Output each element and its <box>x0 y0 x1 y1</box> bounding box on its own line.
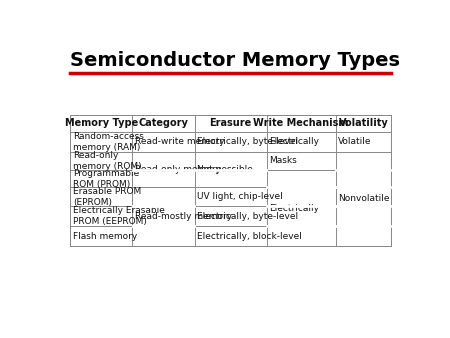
Text: Erasable PROM
(EPROM): Erasable PROM (EPROM) <box>73 187 141 207</box>
Text: Memory Type: Memory Type <box>65 118 138 128</box>
Text: Electrically, byte-level: Electrically, byte-level <box>197 137 298 146</box>
Text: Write Mechanism: Write Mechanism <box>253 118 349 128</box>
Text: Flash memory: Flash memory <box>73 232 137 241</box>
Text: Masks: Masks <box>270 156 297 165</box>
Text: Random-access
memory (RAM): Random-access memory (RAM) <box>73 131 144 152</box>
Text: Read-write memory: Read-write memory <box>135 137 225 146</box>
Bar <box>70 115 391 246</box>
Text: Read-mostly memory: Read-mostly memory <box>135 212 232 221</box>
Text: Electrically: Electrically <box>270 137 320 146</box>
Text: Erasure: Erasure <box>210 118 252 128</box>
Text: Read-only
memory (ROM): Read-only memory (ROM) <box>73 151 142 171</box>
Text: Volatile: Volatile <box>338 137 372 146</box>
Text: UV light, chip-level: UV light, chip-level <box>197 192 283 201</box>
Text: Electrically, block-level: Electrically, block-level <box>197 232 302 241</box>
Text: Semiconductor Memory Types: Semiconductor Memory Types <box>70 51 400 70</box>
Text: Electrically, byte-level: Electrically, byte-level <box>197 212 298 221</box>
Text: Not possible: Not possible <box>197 165 253 174</box>
Text: Nonvolatile: Nonvolatile <box>338 194 390 203</box>
Text: Programmable
ROM (PROM): Programmable ROM (PROM) <box>73 169 139 189</box>
Text: Electrically Erasable
PROM (EEPROM): Electrically Erasable PROM (EEPROM) <box>73 206 165 226</box>
Text: Read-only memory: Read-only memory <box>135 165 221 174</box>
Text: Category: Category <box>139 118 189 128</box>
Text: Electrically: Electrically <box>270 203 320 213</box>
Text: Volatility: Volatility <box>338 118 388 128</box>
